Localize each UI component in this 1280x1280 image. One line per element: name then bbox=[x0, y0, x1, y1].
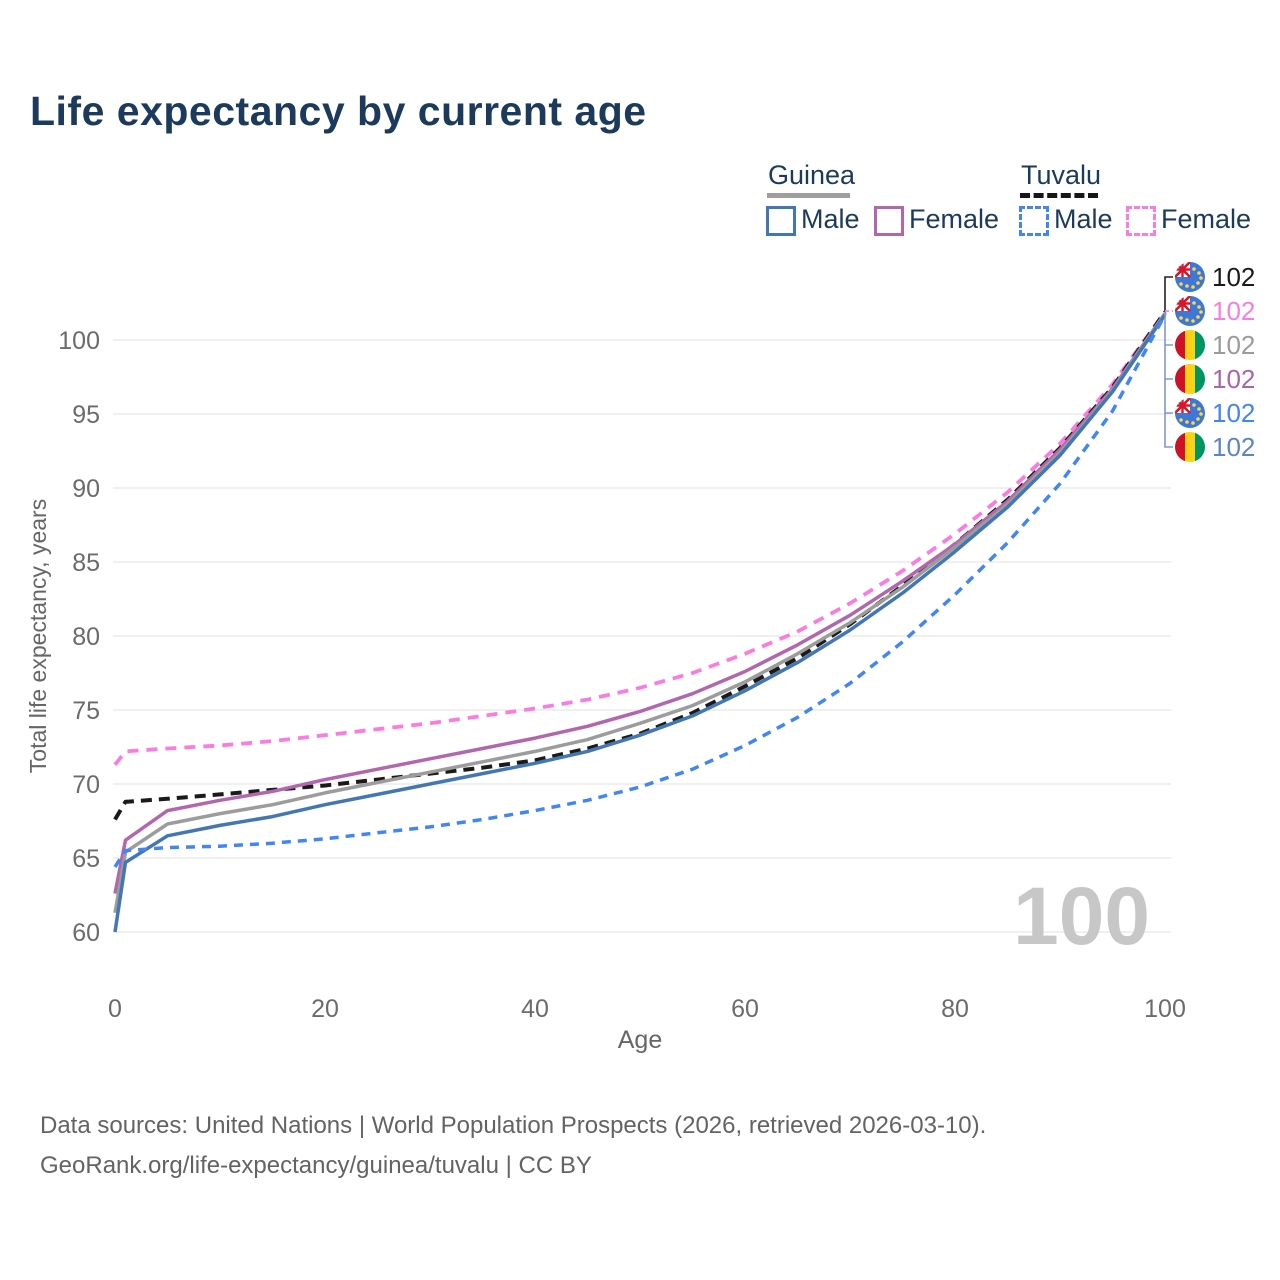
x-tick-label-100: 100 bbox=[1144, 995, 1186, 1023]
label-connector-black bbox=[1164, 276, 1173, 312]
y-tick-label-60: 60 bbox=[72, 919, 100, 947]
end-label-value: 102 bbox=[1212, 432, 1255, 462]
legend-swatch-tuvalu-male[interactable] bbox=[1019, 206, 1049, 236]
y-tick-label-100: 100 bbox=[58, 327, 100, 355]
end-label-row: 102 bbox=[1175, 330, 1255, 360]
series-line-guinea-male[interactable] bbox=[113, 313, 1167, 933]
x-tick-label-40: 40 bbox=[521, 995, 549, 1023]
legend-swatch-guinea-female[interactable] bbox=[874, 206, 904, 236]
series-line-tuvalu-both[interactable] bbox=[113, 310, 1167, 821]
series-line-tuvalu-female[interactable] bbox=[113, 310, 1167, 766]
y-tick-label-75: 75 bbox=[72, 697, 100, 725]
y-tick-label-85: 85 bbox=[72, 549, 100, 577]
x-tick-label-60: 60 bbox=[731, 995, 759, 1023]
axis-tick-labels: 60 65 70 75 80 85 90 95 100 0 20 40 60 80 100 bbox=[58, 327, 1186, 1023]
guinea-solid-line-sample bbox=[767, 193, 850, 198]
x-axis-title: Age bbox=[618, 1026, 662, 1054]
y-tick-label-80: 80 bbox=[72, 623, 100, 651]
series-line-guinea-female[interactable] bbox=[113, 312, 1167, 894]
footer: Data sources: United Nations | World Pop… bbox=[40, 1106, 986, 1186]
label-connector-blue bbox=[1164, 311, 1173, 448]
tuvalu-flag-icon bbox=[1175, 296, 1205, 326]
legend-group-guinea: Guinea bbox=[768, 160, 856, 190]
end-label-row: 102 bbox=[1175, 398, 1255, 428]
end-labels: 102 102 102 102 102 102 bbox=[1175, 262, 1255, 462]
end-label-row: 102 bbox=[1175, 364, 1255, 394]
y-tick-label-95: 95 bbox=[72, 401, 100, 429]
footer-sources: Data sources: United Nations | World Pop… bbox=[40, 1112, 987, 1139]
y-tick-label-65: 65 bbox=[72, 845, 100, 873]
end-label-value: 102 bbox=[1212, 262, 1255, 292]
legend-label-guinea-female[interactable]: Female bbox=[909, 204, 1000, 234]
x-tick-label-80: 80 bbox=[941, 995, 969, 1023]
tuvalu-flag-icon bbox=[1175, 262, 1205, 292]
series-lines bbox=[113, 310, 1167, 933]
end-label-row: 102 bbox=[1175, 432, 1255, 462]
legend-group-tuvalu: Tuvalu bbox=[1021, 160, 1102, 190]
legend-swatch-guinea-male[interactable] bbox=[766, 206, 796, 236]
legend-label-tuvalu-male[interactable]: Male bbox=[1054, 204, 1113, 234]
series-line-guinea-both[interactable] bbox=[113, 312, 1167, 914]
footer-attribution: GeoRank.org/life-expectancy/guinea/tuval… bbox=[40, 1152, 592, 1179]
y-axis-title: Total life expectancy, years bbox=[25, 499, 51, 773]
end-label-row: 102 bbox=[1175, 262, 1255, 292]
page-title: Life expectancy by current age bbox=[30, 88, 647, 134]
x-tick-label-20: 20 bbox=[311, 995, 339, 1023]
legend-swatch-tuvalu-female[interactable] bbox=[1126, 206, 1156, 236]
guinea-flag-icon bbox=[1175, 432, 1205, 462]
end-label-value: 102 bbox=[1212, 398, 1255, 428]
y-tick-label-70: 70 bbox=[72, 771, 100, 799]
watermark-value: 100 bbox=[1013, 871, 1150, 962]
y-tick-label-90: 90 bbox=[72, 475, 100, 503]
x-tick-label-0: 0 bbox=[108, 995, 122, 1023]
end-label-value: 102 bbox=[1212, 330, 1255, 360]
guinea-flag-icon bbox=[1175, 364, 1205, 394]
series-line-tuvalu-male[interactable] bbox=[113, 313, 1167, 868]
legend-label-guinea-male[interactable]: Male bbox=[801, 204, 860, 234]
end-label-row: 102 bbox=[1175, 296, 1255, 326]
tuvalu-dashed-line-sample bbox=[1020, 193, 1098, 198]
legend-label-tuvalu-female[interactable]: Female bbox=[1161, 204, 1252, 234]
end-label-value: 102 bbox=[1212, 296, 1255, 326]
guinea-flag-icon bbox=[1175, 330, 1205, 360]
end-label-value: 102 bbox=[1212, 364, 1255, 394]
gridlines bbox=[113, 339, 1171, 933]
tuvalu-flag-icon bbox=[1175, 398, 1205, 428]
end-label-connectors bbox=[1164, 276, 1173, 448]
